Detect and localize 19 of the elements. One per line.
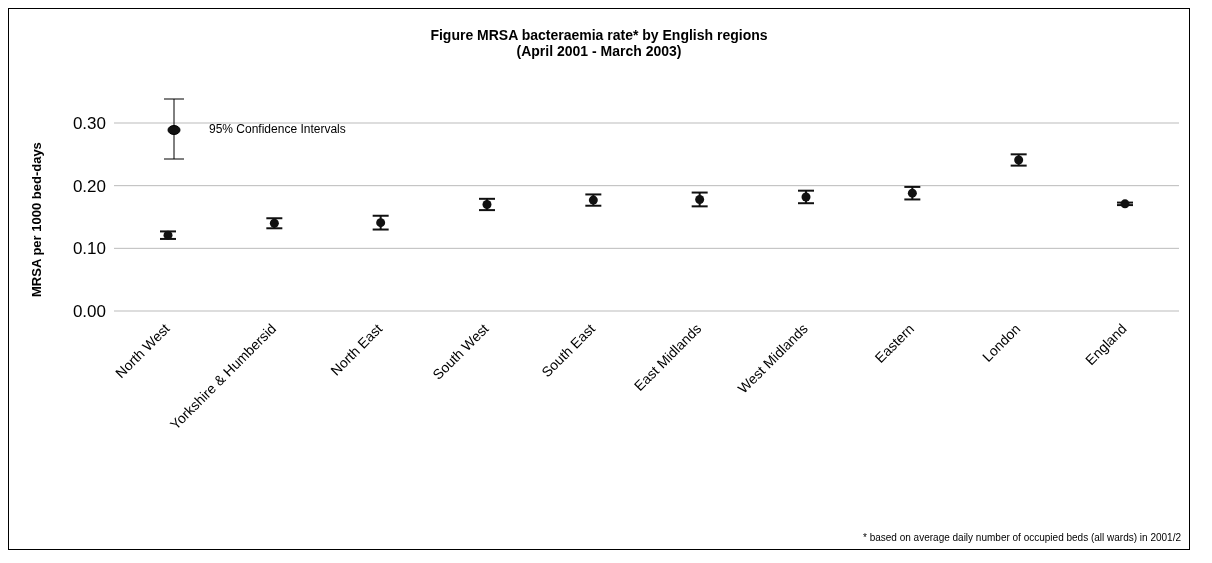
point — [801, 192, 811, 202]
point — [588, 195, 598, 205]
point — [907, 188, 917, 198]
point — [695, 194, 705, 204]
point — [376, 218, 386, 228]
y-axis-title: MRSA per 1000 bed-days — [28, 142, 44, 297]
point — [482, 199, 492, 209]
point — [269, 218, 279, 228]
y-tick-label: 0.20 — [72, 176, 106, 196]
point — [1014, 155, 1024, 165]
point — [163, 230, 173, 240]
chart-subtitle: (April 2001 - March 2003) — [515, 43, 683, 59]
y-tick-label: 0.10 — [72, 239, 106, 259]
y-tick-label: 0.30 — [72, 114, 106, 134]
text: 95% Confidence Intervals — [209, 122, 346, 136]
chart-title: Figure MRSA bacteraemia rate* by English regions — [429, 27, 769, 43]
point — [1120, 199, 1130, 209]
text: * based on average daily number of occupied beds (all wards) in 2001/2 — [863, 532, 1181, 543]
y-tick-label: 0.00 — [72, 302, 106, 322]
